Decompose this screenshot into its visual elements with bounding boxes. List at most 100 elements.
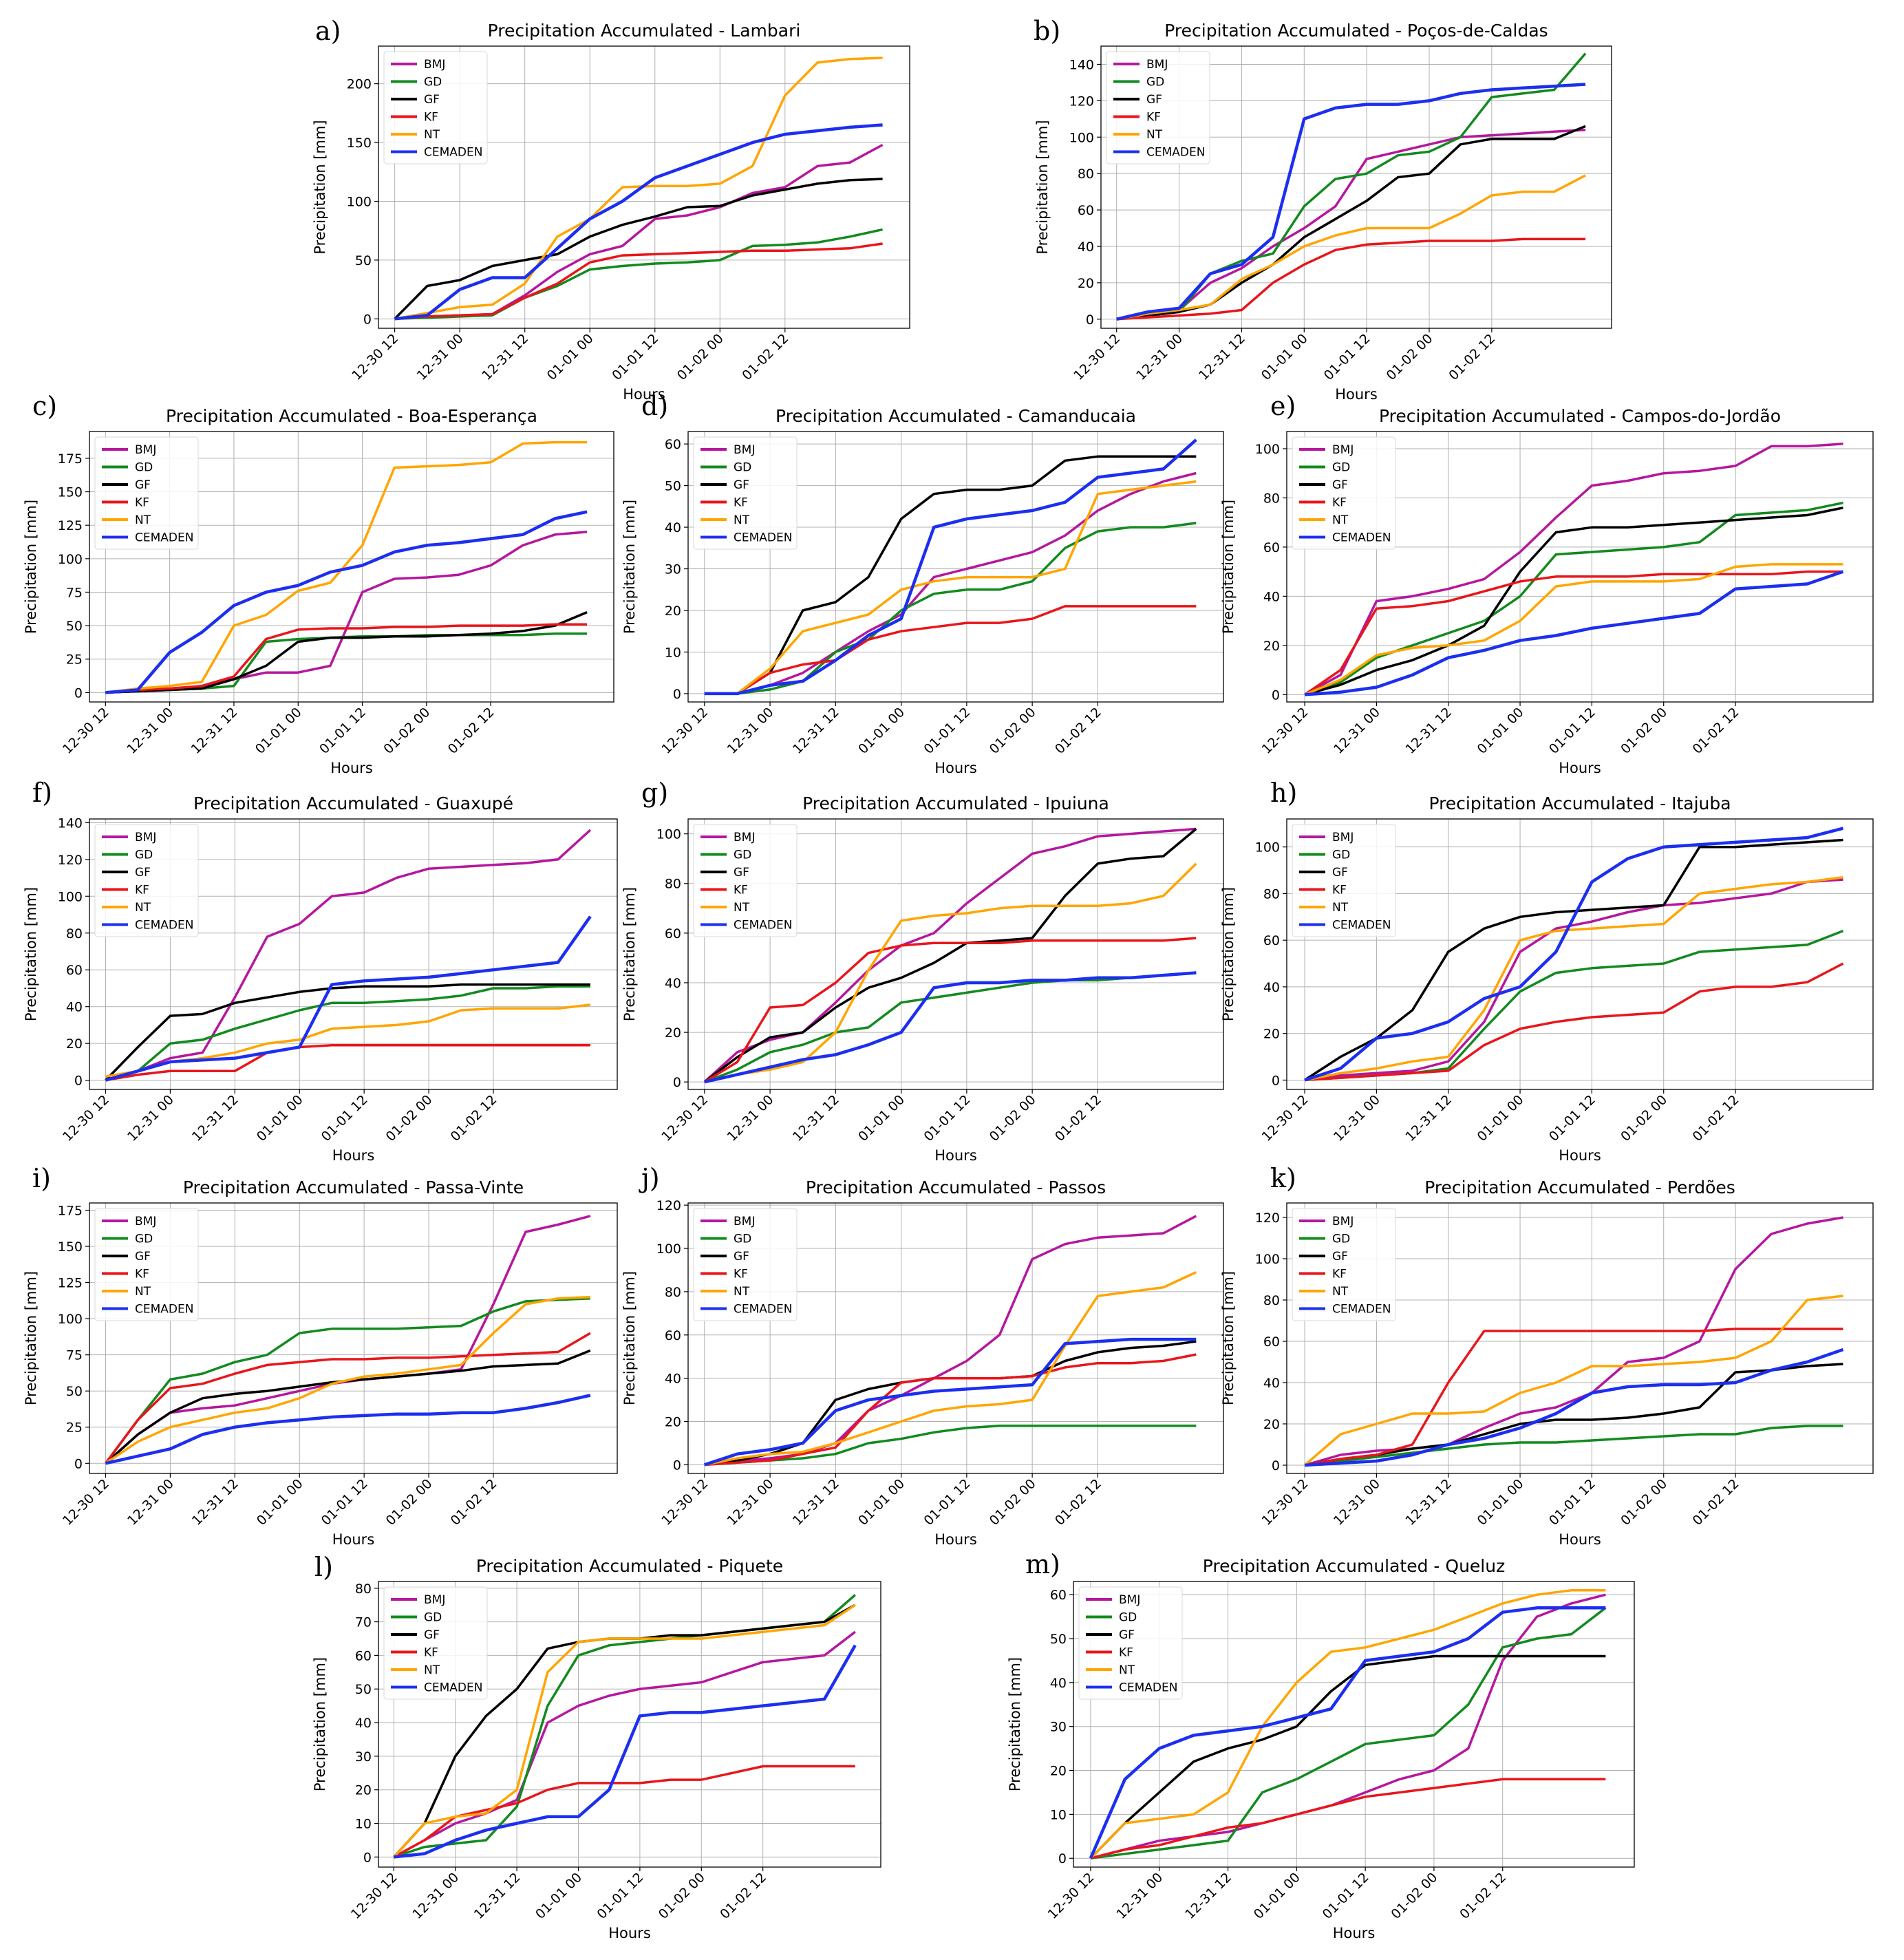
legend-label: GF (1146, 93, 1162, 107)
legend-label: BMJ (424, 58, 445, 72)
plot-frame (687, 1202, 1224, 1474)
series-line-gf (1089, 1654, 1606, 1860)
series-line-nt (105, 440, 588, 694)
plot-frame (1286, 431, 1874, 703)
legend-box (1078, 1586, 1183, 1700)
y-tick-label: 120 (1069, 94, 1094, 109)
legend: BMJ GD GF KF NT CEMADEN (693, 824, 798, 937)
x-tick-label: 01-02 00 (383, 1092, 436, 1144)
x-tick-label: 01-02 12 (1446, 331, 1498, 383)
series-line-gd (105, 1297, 590, 1464)
y-tick-label: 40 (355, 1716, 372, 1731)
x-axis-label: Hours (332, 1147, 375, 1164)
x-tick-label: 12-31 00 (1133, 331, 1186, 383)
legend-label: GF (1332, 1250, 1348, 1264)
series-line-gf (1304, 507, 1843, 696)
y-tick-label: 150 (58, 1239, 83, 1255)
x-tick-label: 12-31 12 (1402, 1476, 1455, 1528)
legend-label: BMJ (1332, 831, 1354, 844)
y-tick-label: 80 (66, 926, 83, 941)
y-tick-label: 140 (1069, 57, 1094, 72)
legend: BMJ GD GF KF NT CEMADEN (94, 436, 199, 550)
x-tick-label: 12-31 12 (1402, 1092, 1455, 1144)
series-line-gd (1090, 1606, 1607, 1860)
series-line-kf (704, 605, 1197, 695)
series-line-kf (105, 1332, 591, 1464)
chart-title: Precipitation Accumulated - Boa-Esperanç… (166, 406, 537, 426)
y-axis-label: Precipitation [mm] (621, 500, 638, 634)
y-tick-label: 20 (1263, 1417, 1280, 1432)
y-tick-label: 20 (1263, 1027, 1280, 1042)
legend-label: KF (1332, 884, 1347, 897)
x-tick-label: 01-02 00 (674, 331, 727, 383)
x-axis-label: Hours (330, 760, 373, 776)
series-line-gf (105, 983, 590, 1081)
chart-panel-8: i) Precipitation Accumulated - Passa-Vint… (23, 1163, 618, 1548)
series-line-nt (105, 1295, 590, 1464)
y-tick-label: 80 (665, 1285, 681, 1300)
x-tick-label: 01-01 00 (1475, 1476, 1527, 1528)
x-tick-label: 01-02 12 (1690, 1092, 1742, 1144)
legend: BMJ GD GF KF NT CEMADEN (1292, 1208, 1396, 1321)
y-tick-label: 40 (665, 976, 681, 991)
x-axis-label: Hours (1333, 1925, 1376, 1941)
y-tick-label: 0 (363, 1850, 372, 1865)
x-tick-label: 12-31 00 (414, 331, 467, 383)
legend: BMJ GD GF KF NT CEMADEN (693, 436, 798, 550)
series-line-cemaden (394, 1644, 857, 1859)
x-tick-label: 12-30 12 (60, 1476, 112, 1528)
legend-box (693, 1208, 798, 1321)
y-axis-label: Precipitation [mm] (1220, 887, 1237, 1021)
series-line-gf (394, 178, 883, 320)
y-tick-label: 100 (1255, 442, 1280, 457)
series-line-kf (1116, 237, 1586, 321)
x-tick-label: 01-01 00 (855, 1092, 908, 1144)
y-tick-label: 40 (1078, 239, 1094, 255)
series-line-kf (105, 1044, 590, 1082)
legend-label: NT (424, 1663, 440, 1677)
legend-label: KF (734, 884, 748, 897)
series-line-gd (1304, 1425, 1843, 1467)
x-tick-label: 01-01 00 (855, 705, 908, 757)
chart-panel-4: e) Precipitation Accumulated - Campos-do-… (1220, 391, 1874, 776)
legend-label: NT (1119, 1663, 1135, 1677)
x-tick-label: 01-01 12 (921, 1092, 973, 1144)
x-tick-label: 12-30 12 (1045, 1870, 1098, 1922)
series-line-bmj (1304, 878, 1843, 1082)
x-tick-label: 01-01 12 (317, 705, 369, 757)
legend-label: GD (424, 1611, 442, 1625)
y-tick-label: 75 (66, 1348, 83, 1363)
series-line-nt (394, 56, 883, 321)
y-tick-label: 125 (58, 518, 83, 533)
legend: BMJ GD GF KF NT CEMADEN (1078, 1586, 1183, 1700)
y-tick-label: 40 (66, 1000, 83, 1015)
series-line-gf (1304, 838, 1843, 1081)
y-axis-label: Precipitation [mm] (23, 1271, 39, 1405)
y-tick-label: 0 (74, 1074, 83, 1089)
y-tick-label: 30 (1050, 1720, 1067, 1735)
y-tick-label: 120 (1255, 1211, 1280, 1226)
y-tick-label: 0 (1272, 688, 1280, 703)
y-tick-label: 0 (1272, 1073, 1280, 1088)
legend-label: KF (135, 1268, 149, 1281)
series-line-nt (1304, 875, 1843, 1082)
y-tick-label: 60 (66, 963, 83, 978)
x-tick-label: 01-01 00 (1475, 705, 1527, 757)
legend: BMJ GD GF KF NT CEMADEN (1292, 436, 1396, 550)
plot-frame (687, 431, 1224, 703)
y-tick-label: 80 (665, 877, 681, 892)
legend-label: NT (1332, 1285, 1349, 1299)
y-tick-label: 20 (66, 1036, 83, 1052)
y-tick-label: 100 (656, 827, 681, 842)
chart-panel-9: j) Precipitation Accumulated - Passos 0 20 4… (621, 1163, 1224, 1548)
x-tick-label: 01-02 12 (717, 1870, 769, 1922)
legend-label: KF (135, 884, 149, 897)
legend-label: CEMADEN (1332, 919, 1391, 933)
chart-title: Precipitation Accumulated - Queluz (1203, 1556, 1505, 1576)
chart-title: Precipitation Accumulated - Passos (806, 1178, 1106, 1197)
y-tick-label: 150 (58, 485, 83, 500)
legend-label: CEMADEN (135, 919, 193, 933)
series-line-nt (1116, 174, 1586, 321)
legend: BMJ GD GF KF NT CEMADEN (1106, 51, 1210, 164)
panel-letter: f) (32, 778, 52, 808)
